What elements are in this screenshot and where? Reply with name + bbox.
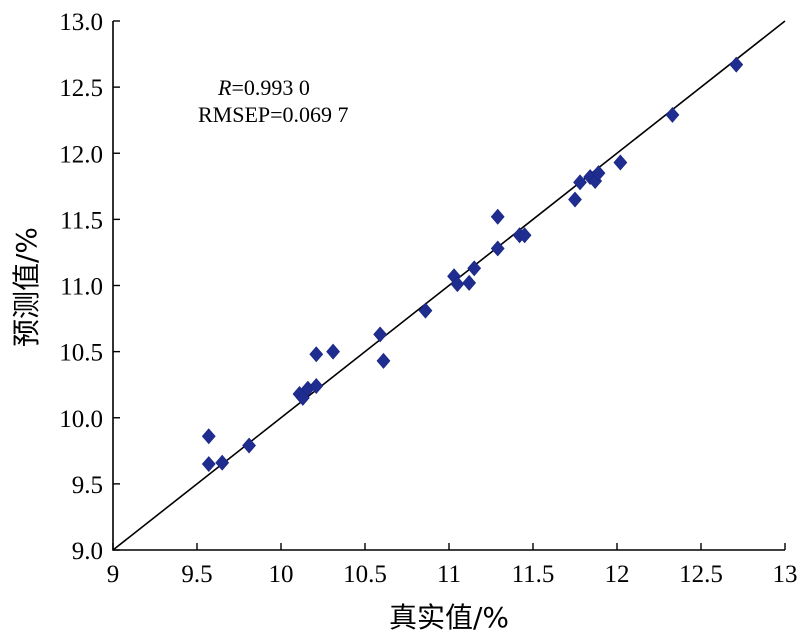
axes-frame — [112, 21, 785, 551]
data-point — [201, 428, 216, 445]
data-point — [376, 352, 391, 369]
x-axis-ticks: 9 9.5 10 10.5 11 11.5 12 12.5 13 — [107, 543, 798, 588]
x-tick-label: 11.5 — [512, 561, 555, 588]
y-tick-label: 10.0 — [59, 406, 103, 433]
data-point — [462, 274, 477, 291]
y-tick-label: 12.0 — [59, 141, 103, 168]
fit-line — [112, 20, 786, 551]
data-point — [418, 302, 433, 319]
y-axis-ticks: 9.0 9.5 10.0 10.5 11.0 11.5 12.0 12.5 13.0 — [59, 9, 120, 565]
x-tick-label: 11 — [437, 561, 461, 588]
y-tick-label: 9.0 — [72, 538, 103, 565]
x-tick-label: 13 — [773, 561, 798, 588]
data-point — [490, 240, 505, 257]
data-point — [242, 437, 256, 454]
data-point — [665, 106, 680, 123]
data-point — [373, 326, 388, 343]
data-point — [517, 227, 532, 244]
y-tick-label: 12.5 — [59, 75, 103, 102]
y-tick-label: 10.5 — [59, 340, 103, 367]
y-axis-title: 预测值/% — [10, 227, 43, 347]
data-point — [490, 208, 505, 225]
x-tick-label: 10.5 — [343, 561, 387, 588]
x-tick-label: 12 — [605, 561, 630, 588]
data-point — [450, 276, 465, 293]
x-tick-label: 12.5 — [679, 561, 723, 588]
data-point — [573, 174, 587, 191]
y-tick-label: 9.5 — [72, 472, 103, 499]
data-points — [201, 56, 744, 472]
data-point — [568, 191, 582, 208]
y-tick-label: 13.0 — [59, 9, 103, 36]
data-point — [326, 343, 340, 360]
data-point — [591, 165, 606, 182]
x-tick-label: 9.5 — [181, 561, 212, 588]
rmsep-annotation: RMSEP=0.069 7 — [198, 102, 349, 127]
data-point — [309, 378, 324, 394]
data-point — [467, 260, 482, 277]
y-tick-label: 11.0 — [60, 274, 103, 301]
data-point — [729, 56, 744, 73]
data-point — [201, 456, 216, 472]
x-tick-label: 10 — [269, 561, 294, 588]
y-tick-label: 11.5 — [60, 207, 103, 234]
x-axis-title: 真实值/% — [389, 601, 509, 634]
data-point — [215, 454, 230, 471]
data-point — [309, 346, 324, 363]
r-annotation: R=0.993 0 — [217, 75, 310, 100]
data-point — [613, 154, 628, 171]
x-tick-label: 9 — [107, 561, 120, 588]
